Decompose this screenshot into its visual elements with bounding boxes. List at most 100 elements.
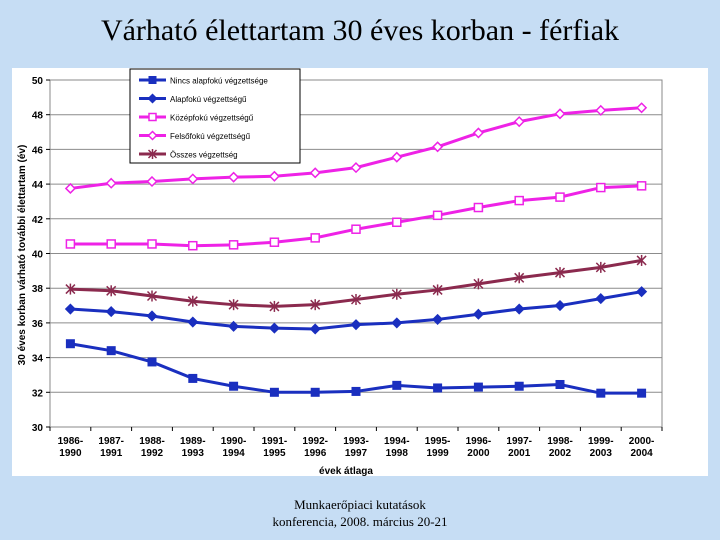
data-point	[554, 299, 566, 312]
data-point	[106, 239, 116, 249]
data-point	[148, 76, 157, 84]
data-point	[392, 380, 402, 390]
y-tick-label: 42	[32, 215, 44, 226]
series-4	[65, 254, 647, 312]
axes	[46, 79, 663, 431]
data-point	[514, 272, 525, 284]
x-tick-label: 1999-2003	[588, 436, 614, 459]
data-point	[636, 181, 647, 191]
series-3	[64, 102, 648, 194]
data-point	[64, 303, 76, 315]
data-point	[473, 202, 484, 213]
data-point	[595, 104, 607, 116]
data-point	[147, 149, 158, 159]
data-point	[106, 285, 117, 297]
data-point	[432, 210, 443, 221]
footer: Munkaerőpiaci kutatások konferencia, 200…	[0, 496, 720, 530]
data-point	[595, 261, 606, 273]
data-point	[64, 182, 76, 194]
legend-label: Felsőfokú végzettségű	[170, 132, 251, 141]
y-tick-label: 40	[32, 250, 44, 261]
data-point	[310, 299, 321, 311]
x-tick-label: 1991-1995	[262, 436, 288, 459]
data-point	[187, 316, 199, 328]
x-tick-label: 1994-1998	[384, 436, 410, 459]
data-point	[187, 295, 198, 307]
data-point	[636, 254, 647, 266]
data-point	[268, 322, 280, 334]
data-point	[269, 387, 279, 397]
data-point	[433, 383, 443, 393]
y-tick-label: 36	[32, 319, 44, 330]
data-point	[148, 112, 157, 122]
data-point	[105, 306, 117, 318]
data-point	[596, 388, 606, 398]
data-point	[513, 116, 525, 128]
x-tick-label: 1989-1993	[180, 436, 206, 459]
data-point	[514, 381, 524, 391]
legend-item: Nincs alapfokú végzettsége	[139, 76, 268, 86]
data-point	[350, 293, 362, 305]
data-point	[228, 240, 239, 250]
data-point	[188, 240, 198, 251]
y-axis-label: 30 éves korban várható további élettarta…	[17, 145, 28, 366]
legend-item: Középfokú végzettségű	[139, 112, 254, 123]
y-tick-label: 30	[32, 423, 44, 434]
data-point	[228, 299, 239, 311]
legend-label: Nincs alapfokú végzettsége	[170, 77, 268, 86]
y-tick-labels: 30 32 34 36 38 40 42 44 46 48 50	[32, 76, 44, 434]
x-tick-label: 1997-2001	[506, 436, 532, 459]
data-point	[636, 102, 648, 114]
y-tick-label: 48	[32, 111, 44, 122]
data-point	[637, 388, 647, 398]
y-tick-label: 44	[32, 180, 44, 191]
x-tick-label: 1996-2000	[466, 436, 492, 459]
x-tick-labels: 1986-1990 1987-1991 1988-1992 1989-1993 1990…	[58, 436, 655, 459]
data-point	[595, 293, 607, 305]
series-group	[64, 102, 648, 398]
x-tick-label: 1995-1999	[425, 436, 451, 459]
x-tick-label: 1993-1997	[343, 436, 369, 459]
y-tick-label: 38	[32, 284, 44, 295]
data-point	[269, 300, 280, 312]
data-point	[350, 319, 362, 331]
y-tick-label: 50	[32, 76, 44, 87]
data-point	[555, 379, 565, 389]
legend-item: Alapfokú végzettségű	[139, 93, 247, 104]
data-point	[310, 233, 320, 243]
data-point	[473, 278, 484, 290]
y-tick-label: 34	[32, 354, 44, 365]
data-point	[432, 284, 443, 296]
slide-title: Várható élettartam 30 éves korban - férf…	[100, 14, 620, 47]
legend-item: Összes végzettség	[139, 149, 238, 160]
x-tick-label: 1986-1990	[58, 436, 84, 459]
data-point	[147, 93, 158, 104]
data-point	[555, 192, 565, 202]
data-point	[228, 171, 240, 183]
data-point	[432, 313, 444, 325]
chart-container: 30 32 34 36 38 40 42 44 46 48 50 1986-1990 1987-199…	[12, 68, 708, 477]
x-tick-label: 1987-1991	[98, 436, 124, 459]
data-point	[228, 320, 240, 332]
x-tick-label: 1998-2002	[547, 436, 573, 459]
data-point	[596, 182, 606, 193]
data-point	[473, 382, 483, 392]
data-point	[187, 173, 199, 185]
series-0	[65, 339, 647, 398]
data-point	[188, 373, 198, 383]
data-point	[146, 310, 158, 322]
x-tick-label: 2000-2004	[629, 436, 655, 459]
data-point	[310, 387, 320, 397]
data-point	[391, 288, 402, 300]
data-point	[513, 303, 525, 315]
data-point	[65, 239, 76, 249]
data-point	[147, 130, 158, 141]
data-point	[391, 151, 403, 163]
footer-line-1: Munkaerőpiaci kutatások	[294, 497, 426, 512]
data-point	[146, 290, 158, 302]
series-2	[65, 181, 647, 251]
data-point	[147, 357, 157, 367]
data-point	[309, 323, 321, 335]
data-point	[351, 224, 361, 234]
legend-label: Középfokú végzettségű	[170, 114, 254, 123]
